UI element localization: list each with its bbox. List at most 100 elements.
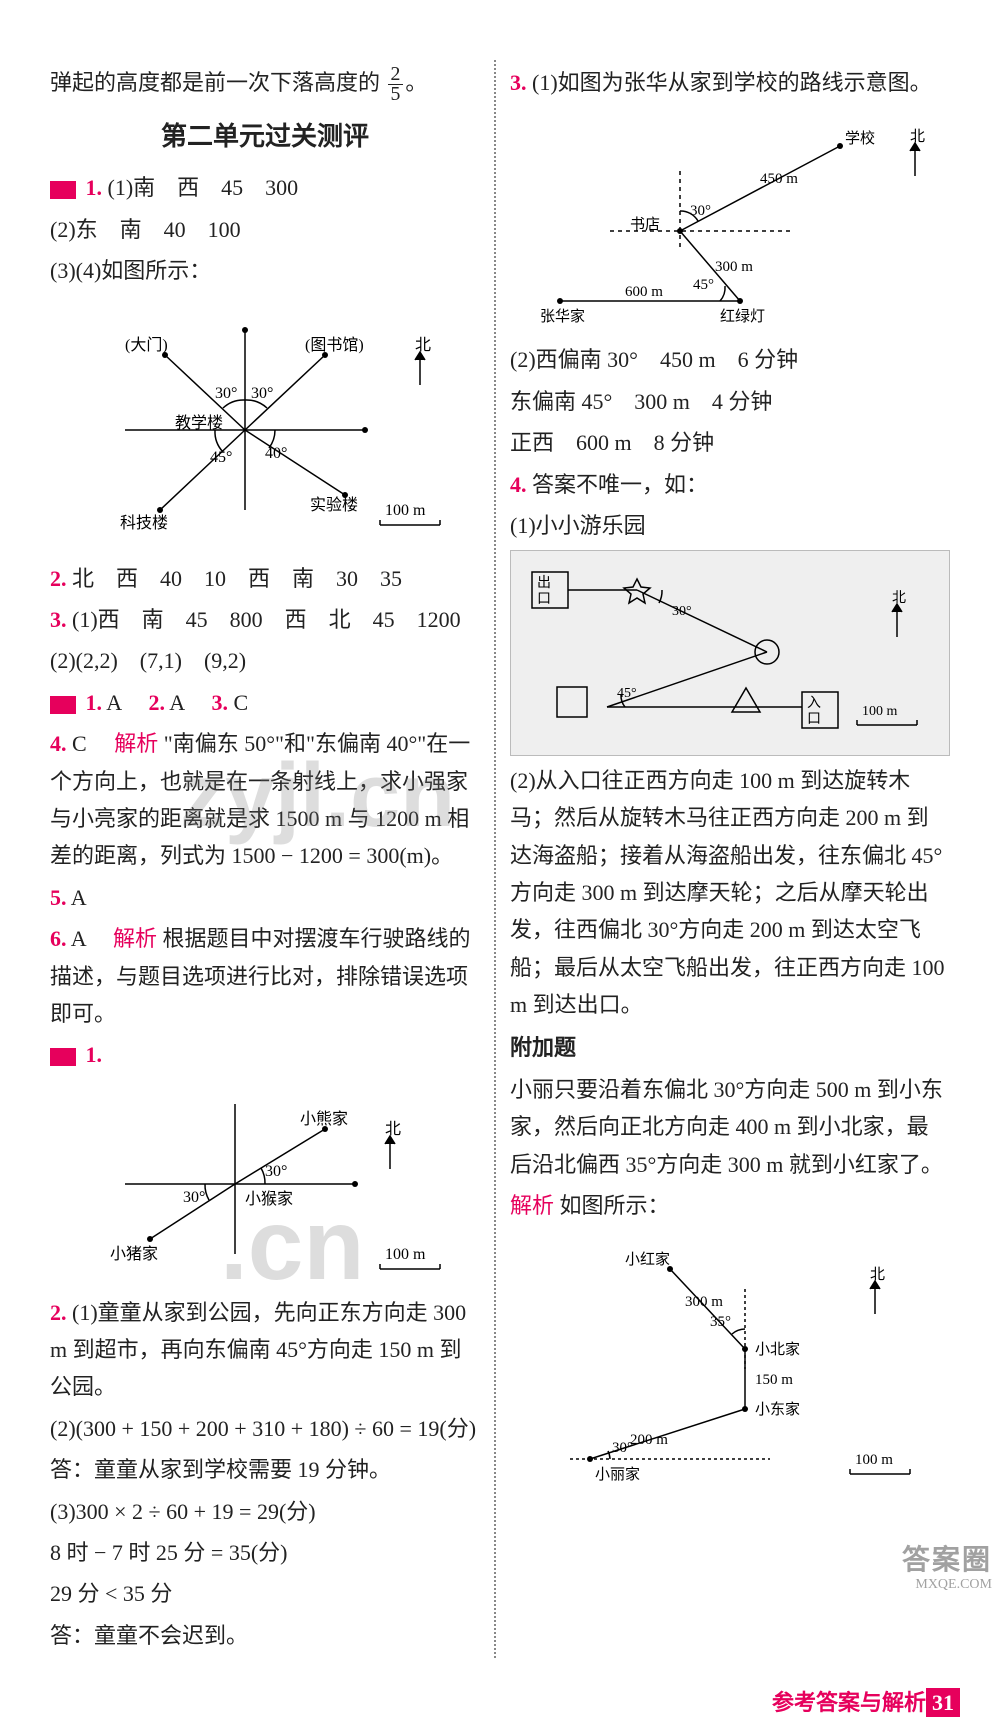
d4-entry2: 口	[807, 712, 821, 727]
mc3: C	[234, 690, 249, 715]
d3-s0: 600 m	[625, 284, 663, 300]
mc-row: 1. A 2. A 3. C	[50, 684, 480, 721]
d4-a2: 45°	[617, 686, 637, 701]
mc2: A	[169, 690, 184, 715]
q5: 5. A	[50, 879, 480, 916]
fraction: 2 5	[388, 65, 404, 106]
rq4-2: (2)从入口往正西方向走 100 m 到达旋转木马；然后从旋转木马往正西方向走 …	[510, 762, 950, 1024]
bonus-title: 附加题	[510, 1029, 950, 1066]
route-diagram-5: 小红家 小北家 小东家 小丽家 200 m 150 m 300 m 30° 35…	[510, 1234, 950, 1494]
bonus-fig: 如图所示：	[560, 1193, 670, 1218]
d5-s2: 300 m	[685, 1294, 723, 1310]
wm-logo-bottom: MXQE.COM	[902, 1577, 992, 1594]
rq3-label: 3.	[510, 70, 527, 95]
analysis-label: 解析	[114, 731, 158, 756]
unit-title: 第二单元过关测评	[50, 115, 480, 159]
d2-a2: 30°	[183, 1189, 205, 1206]
section-marker-icon	[50, 181, 76, 199]
intro-suffix: 。	[405, 70, 427, 95]
wm-logo-top: 答案圈	[902, 1544, 992, 1578]
d3-north: 北	[910, 128, 925, 145]
d1-a1: 30°	[215, 385, 237, 402]
d2-scale: 100 m	[385, 1246, 426, 1263]
mc3-label: 3.	[212, 690, 229, 715]
d5-n1: 小东家	[755, 1401, 800, 1418]
d1-a3: 40°	[265, 445, 287, 462]
q3-label: 3.	[50, 607, 67, 632]
bonus-analysis: 解析 如图所示：	[510, 1187, 950, 1224]
d4-exit2: 口	[537, 592, 551, 607]
bonus-text: 小丽只要沿着东偏北 30°方向走 500 m 到小东家，然后向正北方向走 400…	[510, 1071, 950, 1183]
section-marker-icon	[50, 1048, 76, 1066]
d4-scale: 100 m	[862, 704, 898, 719]
q1-34: (3)(4)如图所示：	[50, 252, 480, 289]
d1-a4: 45°	[210, 449, 232, 466]
d1-sw: 科技楼	[120, 514, 168, 532]
s3q2-3c: 29 分 < 35 分	[50, 1575, 480, 1612]
analysis-label-2: 解析	[113, 926, 157, 951]
s3q1-label: 1.	[86, 1042, 103, 1067]
s3q2-2a: (2)(300 + 150 + 200 + 310 + 180) ÷ 60 = …	[50, 1410, 480, 1447]
q2-text: 北 西 40 10 西 南 30 35	[72, 566, 402, 591]
d3-n2: 书店	[630, 216, 660, 233]
q6-label: 6.	[50, 926, 67, 951]
s3q2-3a: (3)300 × 2 ÷ 60 + 19 = 29(分)	[50, 1493, 480, 1530]
section-marker-icon	[50, 696, 76, 714]
intro-prefix: 弹起的高度都是前一次下落高度的	[50, 70, 380, 95]
mc1: A	[106, 690, 121, 715]
right-column: 3. (1)如图为张华从家到学校的路线示意图。 张华家 红绿灯 书店	[500, 60, 960, 1658]
rq4-intro: 答案不唯一，如：	[532, 472, 708, 497]
q6-ans: A	[71, 926, 86, 951]
r-q3: 3. (1)如图为张华从家到学校的路线示意图。	[510, 64, 950, 101]
d2-north: 北	[385, 1120, 401, 1138]
page: zyjl.cn .cn 弹起的高度都是前一次下落高度的 2 5 。 第二单元过关…	[0, 0, 1000, 1678]
d1-nw: (大门)	[125, 336, 168, 354]
intro-line: 弹起的高度都是前一次下落高度的 2 5 。	[50, 64, 480, 105]
rq3-2c: 正西 600 m 8 分钟	[510, 424, 950, 461]
compass-diagram-2: 小熊家 小猴家 小猪家 30° 30° 北 100 m	[65, 1084, 465, 1284]
d3-n1: 红绿灯	[720, 308, 765, 325]
d4-exit1: 出	[537, 575, 551, 591]
d5-a2: 35°	[710, 1314, 731, 1330]
d5-n3: 小红家	[625, 1251, 670, 1268]
q3: 3. (1)西 南 45 800 西 北 45 1200	[50, 601, 480, 638]
s3q2-3d: 答：童童不会迟到。	[50, 1617, 480, 1654]
q4-ans: C	[72, 731, 87, 756]
d3-n0: 张华家	[540, 308, 585, 325]
playground-map: 出 口 入 口 30° 45° 北 100 m	[517, 557, 937, 737]
footer-label: 参考答案与解析	[772, 1690, 926, 1715]
d2-sw: 小猪家	[110, 1245, 158, 1263]
rq3-1: (1)如图为张华从家到学校的路线示意图。	[532, 70, 932, 95]
d4-a1: 30°	[672, 604, 692, 619]
s3-q1: 1.	[50, 1036, 480, 1073]
d5-s1: 150 m	[755, 1372, 793, 1388]
frac-den: 5	[388, 85, 404, 105]
route-diagram-3: 张华家 红绿灯 书店 学校 600 m 300 m 450 m 45° 30° …	[510, 111, 950, 331]
d5-n2: 小北家	[755, 1341, 800, 1358]
s3q2-1: (1)童童从家到公园，先向正东方向走 300 m 到超市，再向东偏南 45°方向…	[50, 1300, 466, 1400]
q3-2: (2)(2,2) (7,1) (9,2)	[50, 642, 480, 679]
d5-north: 北	[870, 1266, 885, 1283]
rq4-1: (1)小小游乐园	[510, 507, 950, 544]
rq3-2b: 东偏南 45° 300 m 4 分钟	[510, 383, 950, 420]
compass-diagram-1: (大门) (图书馆) 教学楼 实验楼 科技楼 30° 30° 40° 45° 北…	[65, 300, 465, 550]
footer-page: 31	[926, 1688, 960, 1717]
d5-a0: 30°	[612, 1440, 633, 1456]
q1-1: (1)南 西 45 300	[108, 175, 299, 200]
analysis-label-3: 解析	[510, 1193, 554, 1218]
d4-north: 北	[892, 590, 906, 606]
q1: 1. (1)南 西 45 300	[50, 169, 480, 206]
q1-2: (2)东 南 40 100	[50, 211, 480, 248]
d1-ne: (图书馆)	[305, 336, 364, 354]
d3-s2: 450 m	[760, 171, 798, 187]
rq3-2a: (2)西偏南 30° 450 m 6 分钟	[510, 341, 950, 378]
q2: 2. 北 西 40 10 西 南 30 35	[50, 560, 480, 597]
mc1-label: 1.	[86, 690, 103, 715]
d2-ne: 小熊家	[300, 1110, 348, 1128]
d1-scale: 100 m	[385, 502, 426, 519]
d1-a2: 30°	[251, 385, 273, 402]
d1-center: 教学楼	[175, 414, 223, 432]
d5-s0: 200 m	[630, 1432, 668, 1448]
d2-e: 小猴家	[245, 1190, 293, 1208]
r-q4: 4. 答案不唯一，如：	[510, 466, 950, 503]
